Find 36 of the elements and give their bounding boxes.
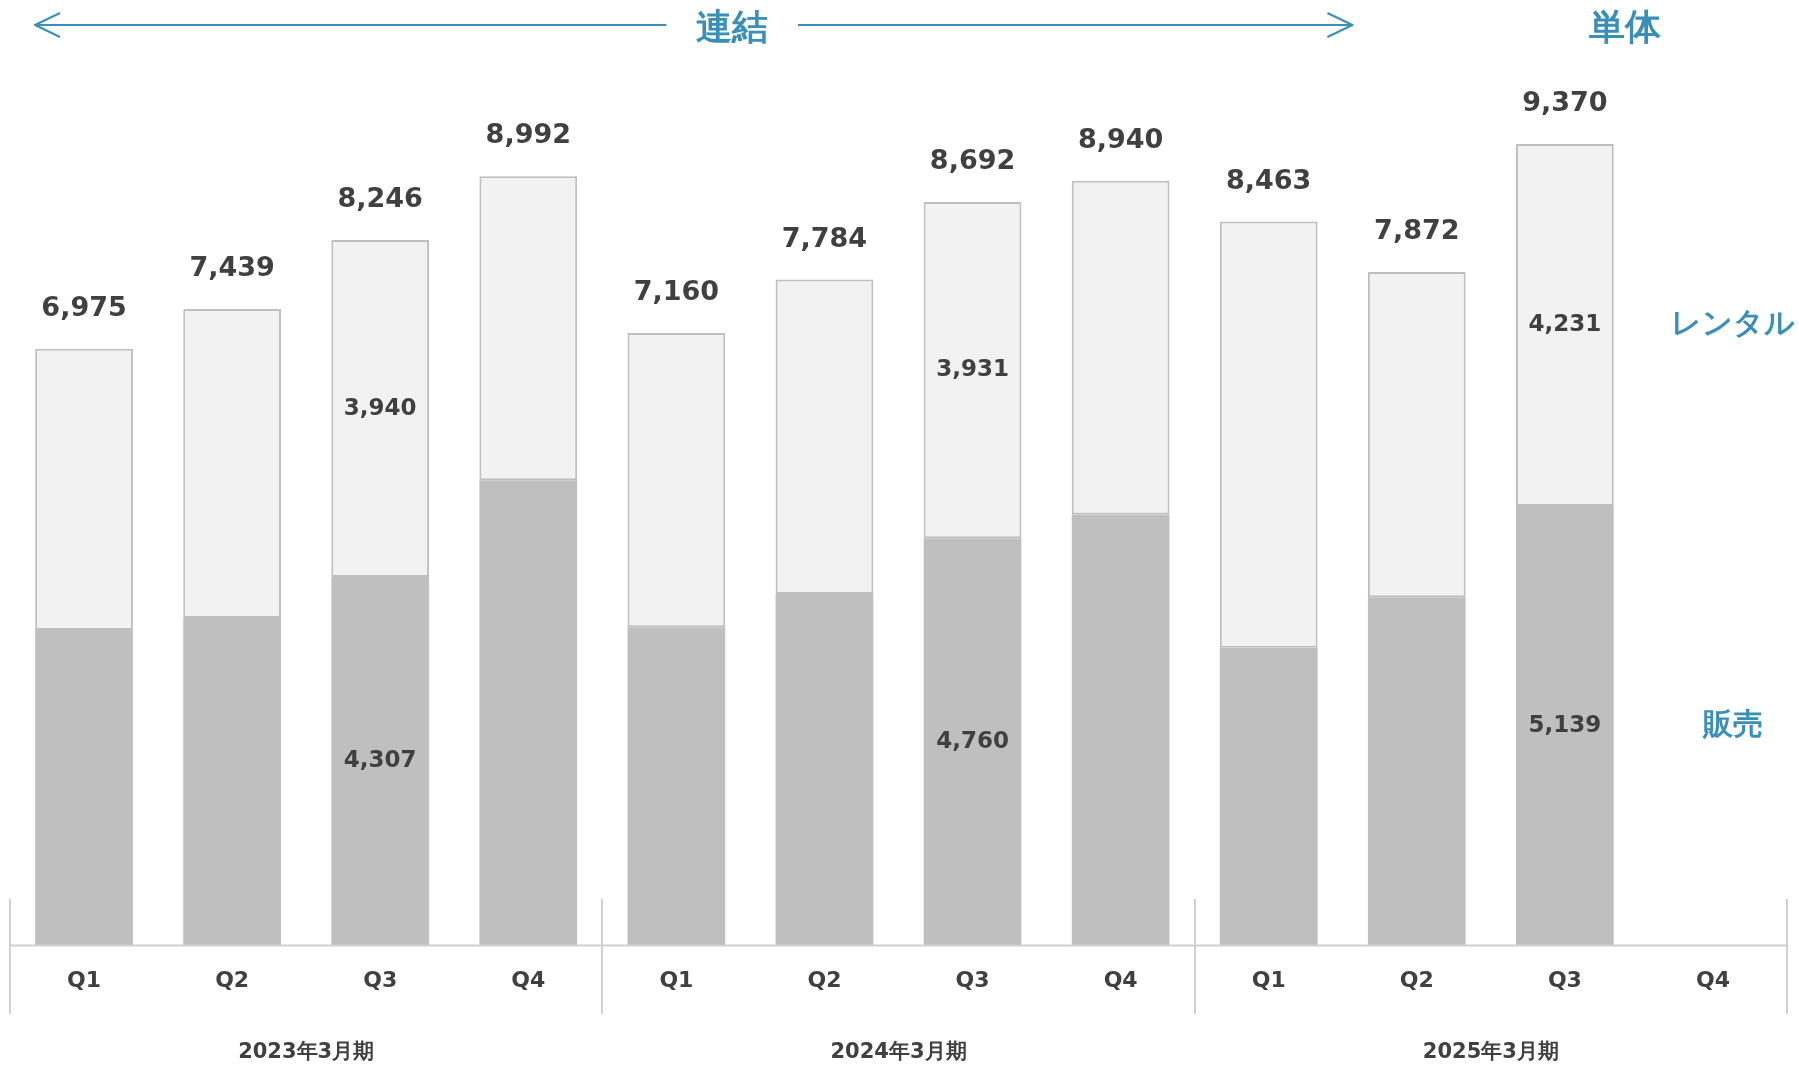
x-tick-label: Q3 xyxy=(955,966,990,992)
data-label: 4,307 xyxy=(343,746,417,773)
data-label: 4,760 xyxy=(936,726,1009,753)
x-tick-label: Q4 xyxy=(1103,966,1138,992)
total-label: 9,370 xyxy=(1522,85,1608,117)
text: 2024年3月期 xyxy=(830,1039,967,1064)
x-tick-label: Q3 xyxy=(363,966,398,992)
x-tick-label: Q2 xyxy=(1399,966,1434,992)
total-label: 7,872 xyxy=(1374,214,1460,246)
total-label: 7,160 xyxy=(633,275,720,307)
text: 販売 xyxy=(1701,705,1763,741)
data-label: 5,139 xyxy=(1528,710,1602,737)
x-tick-label: Q3 xyxy=(1547,966,1582,992)
total-label: 7,784 xyxy=(781,221,868,253)
data-label: 3,931 xyxy=(936,355,1009,382)
text: 2023年3月期 xyxy=(238,1039,375,1064)
x-tick-label: Q1 xyxy=(659,966,694,992)
x-tick-label: Q4 xyxy=(1695,966,1730,992)
total-label: 8,992 xyxy=(485,118,571,150)
total-label: 7,439 xyxy=(189,251,275,283)
x-tick-label: Q2 xyxy=(807,966,842,992)
text: 単体 xyxy=(1588,6,1662,48)
total-label: 8,940 xyxy=(1077,122,1164,154)
series-label: レンタル xyxy=(1670,304,1795,340)
total-label: 8,246 xyxy=(337,182,423,213)
x-tick-label: Q4 xyxy=(511,966,546,992)
text: 連結 xyxy=(696,6,769,48)
total-label: 8,692 xyxy=(929,144,1016,176)
total-label: 8,463 xyxy=(1226,163,1312,195)
x-tick-label: Q1 xyxy=(1251,966,1286,992)
x-tick-label: Q1 xyxy=(67,966,102,992)
data-label: 4,231 xyxy=(1528,309,1602,336)
x-tick-label: Q2 xyxy=(215,966,250,992)
text: 2025年3月期 xyxy=(1422,1039,1559,1064)
total-label: 6,975 xyxy=(41,290,127,322)
data-label: 3,940 xyxy=(343,393,417,420)
